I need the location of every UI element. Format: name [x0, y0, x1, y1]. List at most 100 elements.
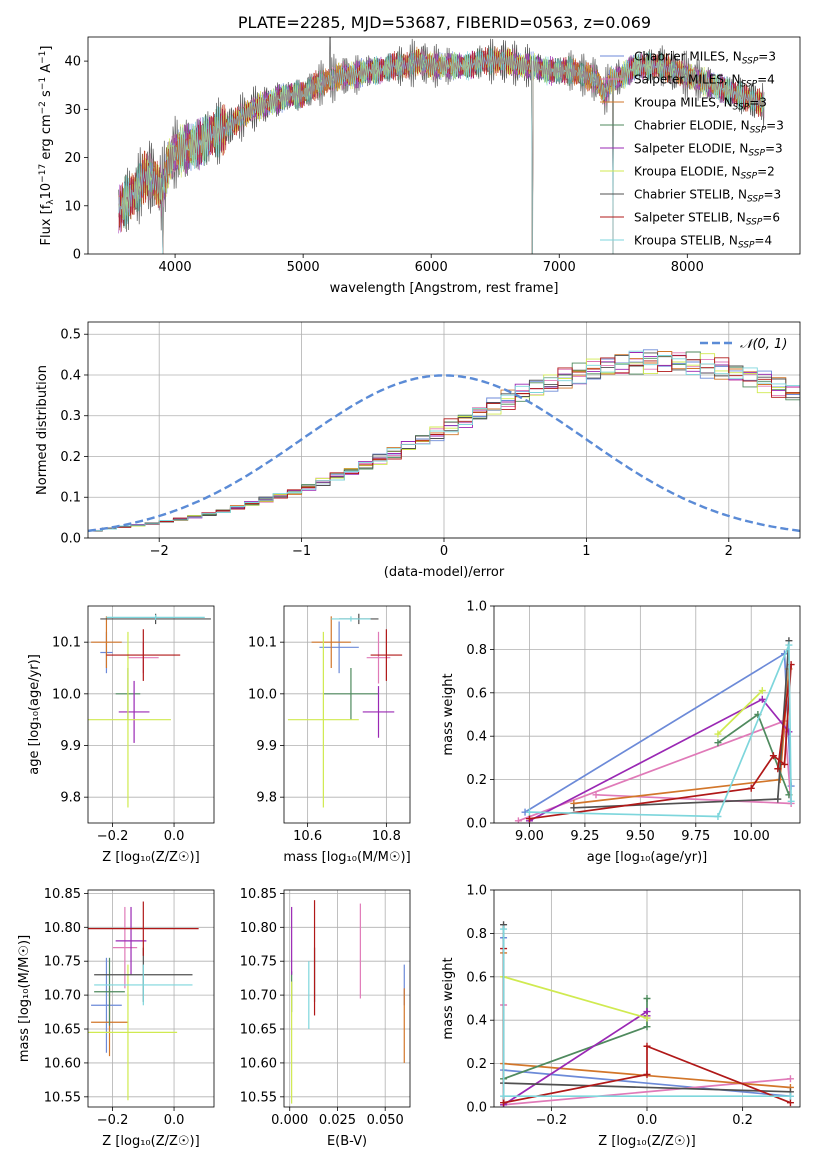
- axes-frame: [493, 605, 801, 824]
- x-tick-label: 0.050: [367, 1113, 404, 1128]
- x-tick-label: 0.0: [637, 1113, 658, 1128]
- axes-frame: [87, 36, 801, 255]
- histogram-series-4: [88, 352, 800, 531]
- x-axis-label: Z [log₁₀(Z/Z☉)]: [598, 1134, 695, 1149]
- grid: [284, 890, 410, 1107]
- y-tick-label: 0.0: [60, 532, 81, 547]
- weight-marker-8-1: [714, 812, 722, 820]
- legend-label-0: Chabrier MILES, NSSP=3: [634, 50, 776, 67]
- weight-line-1: [518, 719, 793, 822]
- weight-marker-3-1: [643, 1023, 651, 1031]
- figure-title: PLATE=2285, MJD=53687, FIBERID=0563, z=0…: [238, 13, 651, 32]
- x-tick-label: 0: [440, 544, 448, 559]
- x-tick-label: 5000: [287, 260, 320, 275]
- y-tick-label: 9.9: [256, 739, 277, 754]
- y-axis-label: mass weight: [441, 673, 456, 755]
- x-tick-label: 0.0: [164, 829, 185, 844]
- x-tick-label: 0.025: [319, 1113, 356, 1128]
- x-tick-label: −0.2: [97, 1113, 129, 1128]
- x-axis-label: wavelength [Angstrom, rest frame]: [330, 281, 559, 296]
- x-tick-label: −0.2: [97, 829, 129, 844]
- panel-mass_age: 10.6 10.8 9.8 9.9 10.0 10.1 mass [log₁₀(M/M☉)]: [248, 605, 411, 865]
- legend-count: =3: [766, 119, 784, 133]
- legend-label-4: Salpeter ELODIE, NSSP=3: [634, 142, 783, 159]
- x-tick-label: 9.75: [681, 829, 710, 844]
- axes: −0.2 0.0 10.55 10.60 10.65 10.70 10.75 10.80 10.…: [17, 887, 215, 1149]
- y-tick-label: 0.4: [466, 1014, 487, 1029]
- y-tick-label: 0.8: [466, 643, 487, 658]
- axes: 9.00 9.25 9.50 9.75 10.00 0.0 0.2 0.4 0.6 0.8 1.0 a…: [441, 600, 801, 865]
- weight-marker-8-1: [500, 1092, 508, 1100]
- legend-sub: SSP: [733, 103, 750, 113]
- plot-area: [500, 921, 794, 1107]
- x-tick-label: −1: [292, 544, 311, 559]
- y-axis-label-part: λ: [46, 199, 56, 205]
- y-tick-label: 9.8: [60, 791, 81, 806]
- y-tick-label: 0.0: [466, 1101, 487, 1116]
- histogram-series-8: [88, 350, 800, 532]
- y-axis-label: mass weight: [441, 957, 456, 1039]
- y-tick-label: 10.65: [44, 1023, 81, 1038]
- plot-area: [291, 900, 405, 1104]
- axes: −0.2 0.0 9.8 9.9 10.0 10.1 Z [log₁₀(Z/Z☉)] age …: [27, 605, 215, 865]
- histogram-series-3: [88, 351, 800, 532]
- legend-label-2: Kroupa MILES, NSSP=3: [634, 96, 767, 113]
- legend-sub: SSP: [741, 172, 758, 182]
- x-tick-label: 4000: [159, 260, 192, 275]
- y-axis-label-part: erg cm: [39, 114, 54, 163]
- y-tick-label: 10.0: [248, 687, 277, 702]
- y-tick-label: 10.0: [52, 687, 81, 702]
- plot-area: [88, 901, 199, 1101]
- weight-line-7: [529, 664, 792, 820]
- x-tick-label: 1: [582, 544, 590, 559]
- y-tick-label: 0.2: [466, 773, 487, 788]
- x-tick-label: 2: [725, 544, 733, 559]
- legend-name: Kroupa STELIB, N: [634, 234, 738, 248]
- axes: 0.000 0.025 0.050 10.55 10.60 10.65 10.70 10.75…: [240, 887, 411, 1149]
- panel-residual_hist: −2 −1 0 1 2 0.0 0.1 0.2 0.3 0.4 0.5 (data-model)/er…: [35, 321, 801, 580]
- x-axis-label: Z [log₁₀(Z/Z☉)]: [102, 1134, 199, 1149]
- y-tick-label: 0.2: [60, 450, 81, 465]
- weight-line-5: [503, 975, 648, 1019]
- axes-frame: [87, 605, 215, 824]
- weight-marker-7-1: [747, 784, 755, 792]
- y-tick-label: 10.85: [44, 887, 81, 902]
- spectrum-series-7: [118, 47, 765, 254]
- y-tick-label: 0.6: [466, 686, 487, 701]
- legend-count: =6: [762, 211, 780, 225]
- legend-normal-label: 𝒩(0, 1): [740, 337, 787, 352]
- weight-marker-3-0: [714, 739, 722, 747]
- legend-sub: SSP: [742, 57, 759, 67]
- panel-ebv_mass: 0.000 0.025 0.050 10.55 10.60 10.65 10.70 10.75…: [240, 887, 411, 1149]
- y-axis-label-part: −17: [38, 164, 48, 183]
- x-tick-label: 9.00: [515, 829, 544, 844]
- x-tick-label: −0.2: [536, 1113, 568, 1128]
- weight-marker-8-0: [500, 925, 508, 933]
- y-axis-label: Normed distribution: [35, 365, 50, 495]
- weight-marker-8-2: [785, 641, 793, 649]
- weight-marker-7-0: [525, 815, 533, 823]
- weight-marker-3-2: [643, 995, 651, 1002]
- y-tick-label: 0.0: [466, 817, 487, 832]
- weight-marker-7-4: [786, 1099, 794, 1107]
- legend-count: =2: [757, 165, 775, 179]
- weight-marker-7-2: [643, 1070, 651, 1078]
- y-tick-label: 0.4: [466, 730, 487, 745]
- legend-label-6: Chabrier STELIB, NSSP=3: [634, 188, 781, 205]
- weight-line-8: [529, 644, 792, 818]
- weight-marker-7-1: [500, 1099, 508, 1107]
- legend-sub: SSP: [746, 218, 763, 228]
- legend-name: Kroupa ELODIE, N: [634, 165, 741, 179]
- legend-count: =3: [765, 142, 783, 156]
- legend-label-7: Salpeter STELIB, NSSP=6: [634, 211, 780, 228]
- axes: 10.6 10.8 9.8 9.9 10.0 10.1 mass [log₁₀(M/M☉)]: [248, 605, 411, 865]
- legend-name: Kroupa MILES, N: [634, 96, 733, 110]
- y-axis-label-part: ]: [39, 46, 54, 51]
- weight-marker-7-3: [780, 760, 788, 768]
- y-tick-label: 0.2: [466, 1057, 487, 1072]
- y-axis-label: mass [log₁₀(M/M☉)]: [17, 935, 32, 1062]
- axes-frame: [283, 889, 411, 1108]
- panel-spectrum: 4000 5000 6000 7000 8000 0 10 20 30 40 wavelength …: [38, 36, 801, 296]
- legend-name: Salpeter ELODIE, N: [634, 142, 748, 156]
- y-tick-label: 10.60: [44, 1056, 81, 1071]
